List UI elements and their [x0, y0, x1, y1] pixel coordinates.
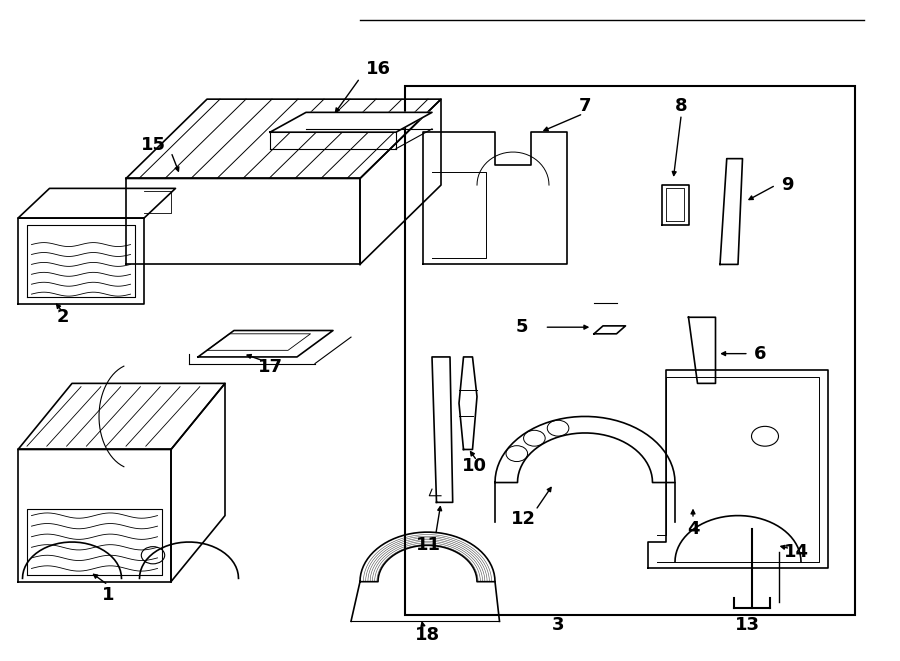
Text: 2: 2: [57, 308, 69, 327]
Text: 3: 3: [552, 615, 564, 634]
Polygon shape: [594, 326, 625, 334]
Text: 6: 6: [754, 344, 767, 363]
Text: 18: 18: [415, 625, 440, 644]
Polygon shape: [432, 357, 453, 502]
Polygon shape: [720, 159, 742, 264]
Text: 13: 13: [734, 615, 760, 634]
Polygon shape: [688, 317, 716, 383]
Text: 12: 12: [511, 510, 536, 528]
Text: 15: 15: [140, 136, 166, 155]
Text: 14: 14: [784, 543, 809, 561]
Text: 8: 8: [675, 97, 688, 115]
Bar: [405, 86, 855, 615]
Polygon shape: [270, 112, 432, 132]
Text: 4: 4: [687, 520, 699, 538]
Text: 7: 7: [579, 97, 591, 115]
Text: 16: 16: [365, 60, 391, 79]
Text: 9: 9: [781, 176, 794, 194]
Polygon shape: [648, 370, 828, 568]
Text: 17: 17: [257, 358, 283, 376]
Text: 1: 1: [102, 586, 114, 604]
Text: 11: 11: [416, 536, 441, 555]
Text: 5: 5: [516, 318, 528, 336]
Text: 10: 10: [462, 457, 487, 475]
